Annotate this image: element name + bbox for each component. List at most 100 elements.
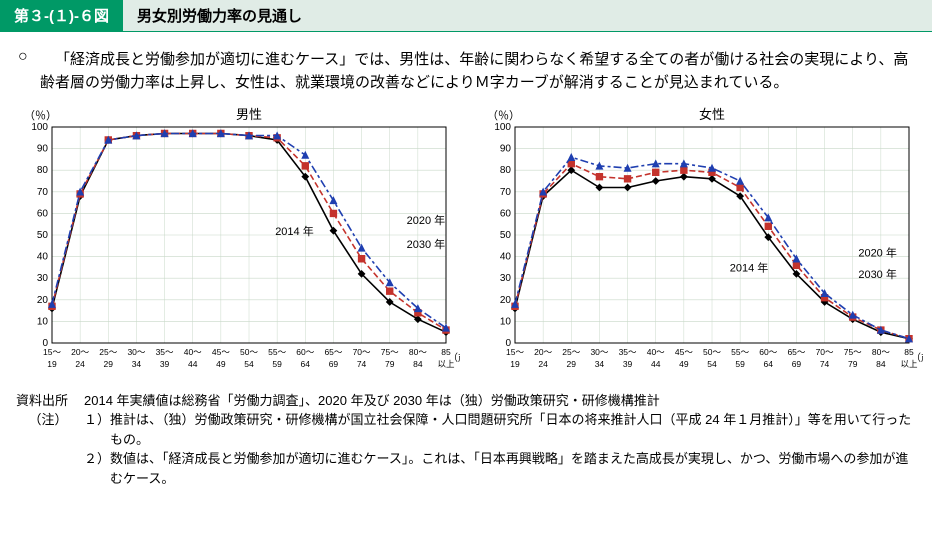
x-tick-bottom: 34 <box>594 359 604 369</box>
series-callout-2030: 2030 年 <box>406 236 445 250</box>
y-unit-label: （％） <box>487 109 520 122</box>
x-tick-top: 30～ <box>590 347 608 357</box>
charts-row: （％）男性01020304050607080901002014 年2020 年2… <box>0 105 932 385</box>
y-tick-label: 60 <box>36 208 48 219</box>
x-tick-bottom: 54 <box>244 359 254 369</box>
x-tick-bottom: 69 <box>791 359 801 369</box>
x-tick-top: 25～ <box>562 347 580 357</box>
y-tick-label: 70 <box>499 186 511 197</box>
x-tick-bottom: 84 <box>413 359 423 369</box>
x-tick-bottom: 24 <box>538 359 548 369</box>
chart-title: 男性 <box>235 107 261 122</box>
note-text: 数値は、「経済成長と労働参加が適切に進むケース」。これは、「日本再興戦略」を踏ま… <box>110 449 916 488</box>
y-tick-label: 20 <box>36 294 48 305</box>
x-tick-top: 45～ <box>211 347 229 357</box>
x-tick-top: 55～ <box>268 347 286 357</box>
notes-label: （注） <box>16 410 84 488</box>
source-text: 2014 年実績値は総務省「労働力調査」、2020 年及び 2030 年は（独）… <box>84 391 660 411</box>
series-marker-2020 <box>736 184 742 190</box>
note-num: ２） <box>84 449 110 488</box>
x-tick-bottom: 54 <box>707 359 717 369</box>
figure-number: 第３-(１)-６図 <box>0 0 123 31</box>
x-unit-label: （歳） <box>911 352 923 364</box>
x-unit-label: （歳） <box>448 352 460 364</box>
series-marker-2020 <box>302 162 308 168</box>
x-tick-top: 15～ <box>43 347 61 357</box>
x-tick-top: 35～ <box>155 347 173 357</box>
x-tick-bottom: 49 <box>679 359 689 369</box>
series-marker-2020 <box>358 255 364 261</box>
x-tick-bottom: 29 <box>103 359 113 369</box>
y-tick-label: 60 <box>499 208 511 219</box>
note-row: １）推計は、（独）労働政策研究・研修機構が国立社会保障・人口問題研究所「日本の将… <box>84 410 916 449</box>
y-tick-label: 40 <box>499 251 511 262</box>
y-tick-label: 10 <box>499 316 511 327</box>
x-tick-top: 60～ <box>296 347 314 357</box>
x-tick-bottom: 64 <box>300 359 310 369</box>
y-tick-label: 30 <box>36 273 48 284</box>
x-tick-top: 65～ <box>324 347 342 357</box>
chart-title: 女性 <box>698 107 724 122</box>
x-tick-top: 35～ <box>618 347 636 357</box>
x-tick-bottom: 64 <box>763 359 773 369</box>
x-tick-bottom: 29 <box>566 359 576 369</box>
x-tick-top: 60～ <box>759 347 777 357</box>
x-tick-bottom: 74 <box>356 359 366 369</box>
x-tick-bottom: 59 <box>735 359 745 369</box>
lead-paragraph: ○ 「経済成長と労働参加が適切に進むケース」では、男性は、年齢に関わらなく希望す… <box>0 42 932 105</box>
y-tick-label: 20 <box>499 294 511 305</box>
x-tick-bottom: 19 <box>47 359 57 369</box>
series-marker-2020 <box>765 223 771 229</box>
series-marker-2020 <box>568 160 574 166</box>
x-tick-top: 20～ <box>534 347 552 357</box>
series-callout-2014: 2014 年 <box>729 260 768 274</box>
series-callout-2014: 2014 年 <box>275 224 314 238</box>
series-callout-2020: 2020 年 <box>858 245 897 259</box>
y-tick-label: 10 <box>36 316 48 327</box>
figure-header: 第３-(１)-６図 男女別労働力率の見通し <box>0 0 932 32</box>
x-tick-bottom: 69 <box>328 359 338 369</box>
y-tick-label: 90 <box>36 143 48 154</box>
y-tick-label: 40 <box>36 251 48 262</box>
x-tick-bottom: 44 <box>650 359 660 369</box>
x-tick-bottom: 39 <box>622 359 632 369</box>
x-tick-bottom: 44 <box>187 359 197 369</box>
y-tick-label: 50 <box>499 230 511 241</box>
y-tick-label: 90 <box>499 143 511 154</box>
x-tick-top: 75～ <box>380 347 398 357</box>
x-tick-top: 70～ <box>352 347 370 357</box>
y-tick-label: 30 <box>499 273 511 284</box>
y-tick-label: 50 <box>36 230 48 241</box>
chart-svg: （％）男性01020304050607080901002014 年2020 年2… <box>10 105 460 385</box>
series-marker-2020 <box>624 175 630 181</box>
x-tick-bottom: 79 <box>847 359 857 369</box>
chart-male: （％）男性01020304050607080901002014 年2020 年2… <box>10 105 460 385</box>
x-tick-bottom: 59 <box>272 359 282 369</box>
x-tick-top: 25～ <box>99 347 117 357</box>
series-marker-2020 <box>680 167 686 173</box>
x-tick-top: 40～ <box>646 347 664 357</box>
x-tick-bottom: 19 <box>510 359 520 369</box>
series-callout-2020: 2020 年 <box>406 213 445 227</box>
x-tick-bottom: 74 <box>819 359 829 369</box>
notes-list: １）推計は、（独）労働政策研究・研修機構が国立社会保障・人口問題研究所「日本の将… <box>84 410 916 488</box>
x-tick-top: 50～ <box>703 347 721 357</box>
y-tick-label: 100 <box>31 122 48 133</box>
chart-svg: （％）女性01020304050607080901002014 年2020 年2… <box>473 105 923 385</box>
notes-block: （注） １）推計は、（独）労働政策研究・研修機構が国立社会保障・人口問題研究所「… <box>16 410 916 488</box>
note-row: ２）数値は、「経済成長と労働参加が適切に進むケース」。これは、「日本再興戦略」を… <box>84 449 916 488</box>
series-marker-2020 <box>793 262 799 268</box>
lead-bullet: ○ <box>18 48 40 95</box>
series-marker-2020 <box>596 173 602 179</box>
x-tick-top: 80～ <box>408 347 426 357</box>
x-tick-bottom: 79 <box>384 359 394 369</box>
source-label: 資料出所 <box>16 391 84 411</box>
x-tick-top: 70～ <box>815 347 833 357</box>
source-row: 資料出所 2014 年実績値は総務省「労働力調査」、2020 年及び 2030 … <box>16 391 916 411</box>
x-tick-top: 75～ <box>843 347 861 357</box>
x-tick-top: 50～ <box>240 347 258 357</box>
series-marker-2020 <box>330 210 336 216</box>
figure-title: 男女別労働力率の見通し <box>123 0 932 31</box>
series-marker-2020 <box>386 287 392 293</box>
x-tick-bottom: 34 <box>131 359 141 369</box>
